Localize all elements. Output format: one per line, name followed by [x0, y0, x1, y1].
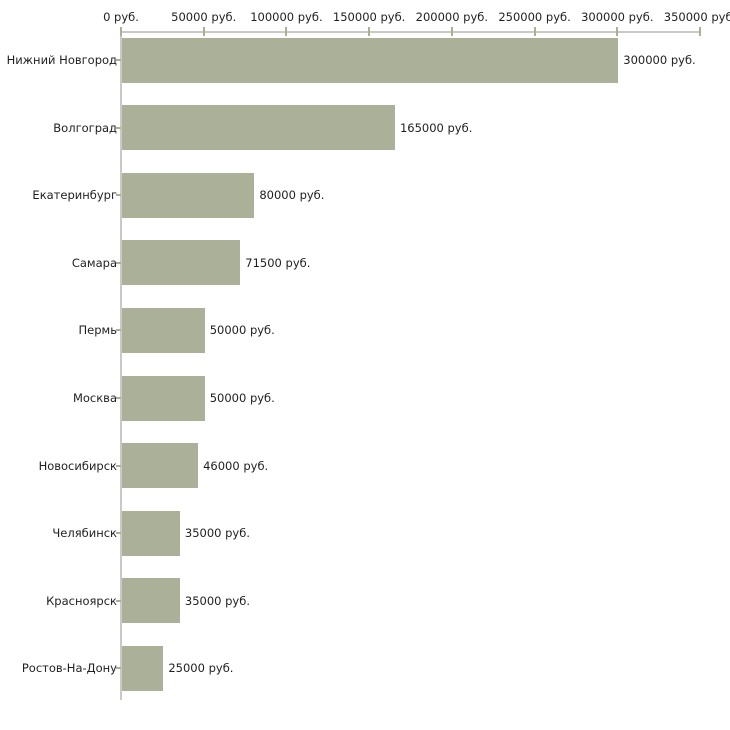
x-axis-tick: [533, 27, 536, 36]
value-label: 35000 руб.: [184, 526, 250, 541]
category-label: Челябинск: [52, 526, 117, 541]
value-label: 165000 руб.: [399, 120, 473, 135]
bar: [122, 510, 180, 556]
x-axis-tick-label: 250000 руб.: [498, 10, 571, 24]
x-axis-tick: [450, 27, 453, 36]
y-axis-tick: [116, 261, 121, 264]
category-label: Москва: [72, 391, 117, 405]
x-axis-tick-label: 50000 руб.: [171, 10, 237, 24]
category-label: Волгоград: [53, 120, 117, 135]
category-label: Самара: [71, 255, 117, 270]
y-axis-tick: [116, 464, 121, 467]
value-label: 35000 руб.: [184, 593, 250, 608]
y-axis-tick: [116, 599, 121, 602]
x-axis-tick: [285, 27, 288, 36]
category-label: Нижний Новгород: [6, 53, 117, 67]
category-label: Красноярск: [46, 593, 117, 608]
y-axis-line: [120, 32, 122, 700]
category-label: Ростов-На-Дону: [21, 661, 117, 676]
y-axis-tick: [116, 532, 121, 535]
value-label: 46000 руб.: [203, 458, 269, 473]
value-label: 80000 руб.: [259, 188, 325, 203]
y-axis-tick: [116, 397, 121, 399]
x-axis-tick-label: 0 руб.: [103, 10, 139, 24]
bar: [122, 172, 255, 218]
x-axis-tick-label: 300000 руб.: [581, 10, 654, 24]
category-label: Екатеринбург: [32, 188, 117, 203]
x-axis-tick-label: 100000 руб.: [250, 10, 323, 24]
x-axis-tick: [368, 27, 371, 36]
bar: [122, 578, 180, 624]
bar: [122, 37, 619, 83]
x-axis-tick-label: 350000 руб.: [663, 10, 730, 24]
value-label: 50000 руб.: [209, 323, 275, 338]
category-label: Пермь: [78, 323, 117, 338]
bar: [122, 443, 199, 489]
x-axis-tick: [202, 27, 205, 36]
y-axis-tick: [116, 126, 121, 129]
y-axis-tick: [116, 59, 121, 61]
bar: [122, 105, 395, 151]
value-label: 71500 руб.: [245, 255, 311, 270]
x-axis-tick-label: 150000 руб.: [332, 10, 406, 24]
y-axis-tick: [116, 667, 121, 670]
x-axis-tick: [120, 27, 122, 36]
x-axis-line: [120, 31, 701, 33]
x-axis-tick-label: 200000 руб.: [415, 10, 489, 24]
value-label: 50000 руб.: [209, 391, 275, 405]
bar: [122, 240, 241, 286]
bar: [122, 307, 205, 353]
bar: [122, 375, 205, 421]
bar: [122, 645, 164, 691]
value-label: 25000 руб.: [168, 661, 234, 676]
y-axis-tick: [116, 194, 121, 197]
category-label: Новосибирск: [38, 458, 117, 473]
x-axis-tick: [616, 27, 619, 36]
x-axis-tick: [699, 27, 701, 36]
value-label: 300000 руб.: [623, 53, 696, 67]
y-axis-tick: [116, 329, 121, 332]
